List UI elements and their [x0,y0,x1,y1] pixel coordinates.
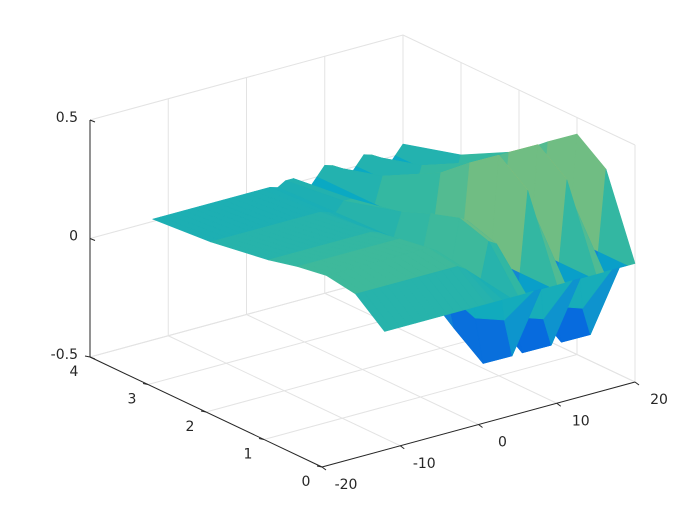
x-tick [634,381,640,386]
x-tick-label: 0 [498,435,507,451]
y-tick-label: 1 [244,447,253,463]
y-tick [142,383,149,385]
x-tick [321,466,327,471]
x-tick-label: -20 [335,477,358,493]
y-tick-label: 0 [302,474,311,490]
z-tick-label: 0 [69,229,78,245]
z-tick [89,119,96,123]
y-tick-label: 3 [128,392,137,408]
y-tick [258,438,265,440]
grid-line [263,354,578,440]
grid-line [89,34,404,121]
y-tick [200,410,207,413]
x-tick [399,445,405,450]
surface-patch [355,291,393,332]
grid-line [402,34,636,146]
y-tick [84,355,91,358]
x-tick [556,402,562,407]
x-tick-label: 10 [572,413,590,429]
z-tick-label: -0.5 [51,347,78,363]
x-tick [478,424,483,428]
x-tick-label: -10 [413,456,436,472]
y-tick [316,465,323,468]
z-tick [89,238,96,241]
y-tick-label: 4 [70,364,79,380]
x-tick-label: 20 [650,392,668,408]
y-tick-label: 2 [186,419,195,435]
z-tick [89,356,96,360]
z-tick-label: 0.5 [56,110,78,126]
